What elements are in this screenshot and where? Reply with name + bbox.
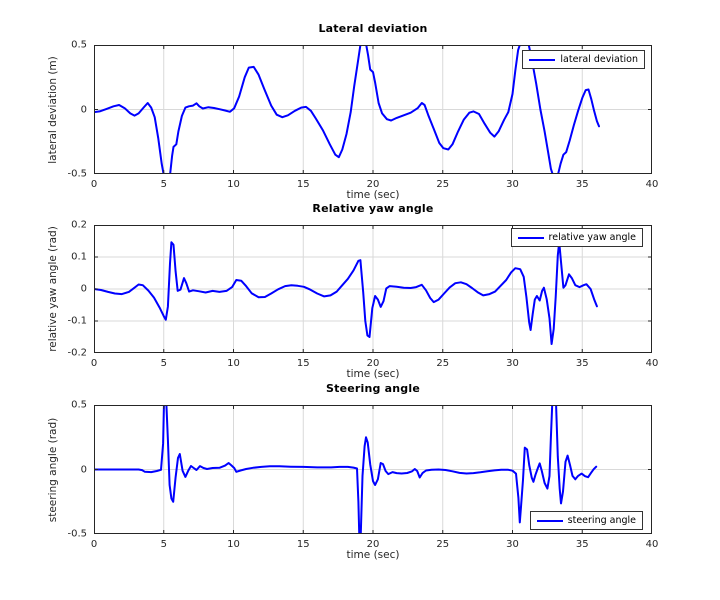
y-tick-label: 0.1 bbox=[71, 251, 87, 263]
x-tick-label: 5 bbox=[160, 179, 167, 190]
x-axis-label: time (sec) bbox=[346, 549, 400, 561]
x-tick-label: 10 bbox=[227, 179, 240, 190]
x-tick-label: 15 bbox=[296, 358, 310, 369]
subplot-steering-angle: Steering angle steering angle (rad) 0 5 10… bbox=[47, 382, 658, 561]
legend-label: lateral deviation bbox=[560, 54, 638, 65]
legend-line-sample bbox=[529, 58, 556, 61]
y-tick-label: 0 bbox=[80, 104, 87, 115]
x-tick-label: 0 bbox=[90, 358, 98, 369]
plot-area: 0 5 10 15 20 25 30 35 40 -0.2 -0.1 0 0.1 0.2 bbox=[67, 220, 658, 370]
legend-label: relative yaw angle bbox=[548, 232, 636, 243]
x-tick-label: 30 bbox=[506, 539, 519, 550]
legend: relative yaw angle bbox=[510, 228, 643, 247]
x-tick-label: 40 bbox=[645, 539, 659, 550]
plot-area: 0 5 10 15 20 25 30 35 40 -0.5 0 0.5 bbox=[67, 40, 658, 191]
x-tick-label: 30 bbox=[506, 358, 519, 369]
y-tick-label: 0.5 bbox=[71, 39, 87, 51]
x-tick-label: 35 bbox=[575, 358, 589, 369]
x-axis-label: time (sec) bbox=[346, 189, 400, 201]
y-tick-label: -0.5 bbox=[67, 168, 87, 180]
y-tick-labels: -0.2 -0.1 0 0.1 0.2 bbox=[57, 220, 87, 359]
y-tick-label: 0.2 bbox=[71, 219, 87, 231]
x-tick-label: 5 bbox=[160, 539, 167, 550]
x-tick-label: 25 bbox=[436, 358, 450, 369]
chart-title: Lateral deviation bbox=[318, 22, 428, 35]
legend: steering angle bbox=[529, 511, 643, 530]
x-tick-label: 25 bbox=[436, 179, 450, 190]
y-tick-label: -0.1 bbox=[67, 315, 87, 327]
y-tick-label: 0 bbox=[80, 283, 87, 295]
chart-title: Steering angle bbox=[326, 382, 420, 395]
x-tick-label: 0 bbox=[90, 179, 98, 190]
legend-label: steering angle bbox=[567, 515, 636, 526]
line-chart-canvas bbox=[94, 225, 652, 353]
x-tick-label: 15 bbox=[296, 179, 310, 190]
x-tick-label: 20 bbox=[366, 179, 380, 190]
line-chart-canvas bbox=[94, 45, 652, 174]
x-tick-label: 10 bbox=[227, 358, 240, 369]
plot-area: 0 5 10 15 20 25 30 35 40 -0.5 0 0.5 bbox=[67, 400, 658, 551]
x-tick-label: 30 bbox=[506, 179, 519, 190]
x-tick-label: 35 bbox=[575, 539, 589, 550]
subplot-lateral-deviation: Lateral deviation lateral deviation (m) … bbox=[47, 22, 658, 201]
x-tick-label: 40 bbox=[645, 179, 659, 190]
x-tick-label: 10 bbox=[227, 539, 240, 550]
x-tick-labels: 0 5 10 15 20 25 30 35 40 bbox=[90, 179, 659, 191]
y-tick-labels: -0.5 0 0.5 bbox=[57, 400, 87, 540]
subplot-relative-yaw-angle: Relative yaw angle relative yaw angle (r… bbox=[47, 202, 658, 380]
x-tick-labels: 0 5 10 15 20 25 30 35 40 bbox=[90, 539, 659, 551]
x-axis-label: time (sec) bbox=[346, 368, 400, 380]
x-tick-label: 15 bbox=[296, 539, 310, 550]
legend: lateral deviation bbox=[522, 50, 645, 69]
x-tick-label: 5 bbox=[160, 358, 167, 369]
x-tick-label: 20 bbox=[366, 539, 380, 550]
y-tick-labels: -0.5 0 0.5 bbox=[57, 40, 87, 180]
legend-line-sample bbox=[517, 236, 544, 239]
x-tick-label: 20 bbox=[366, 358, 380, 369]
y-tick-label: 0 bbox=[80, 464, 87, 475]
x-tick-label: 25 bbox=[436, 539, 450, 550]
x-tick-labels: 0 5 10 15 20 25 30 35 40 bbox=[90, 358, 659, 370]
legend-line-sample bbox=[536, 519, 563, 522]
y-tick-label: -0.5 bbox=[67, 528, 87, 540]
x-tick-label: 40 bbox=[645, 358, 659, 369]
y-tick-label: -0.2 bbox=[67, 347, 87, 359]
chart-title: Relative yaw angle bbox=[312, 202, 434, 215]
line-chart-canvas bbox=[94, 405, 652, 534]
x-tick-label: 35 bbox=[575, 179, 589, 190]
y-tick-label: 0.5 bbox=[71, 399, 87, 411]
x-tick-label: 0 bbox=[90, 539, 98, 550]
